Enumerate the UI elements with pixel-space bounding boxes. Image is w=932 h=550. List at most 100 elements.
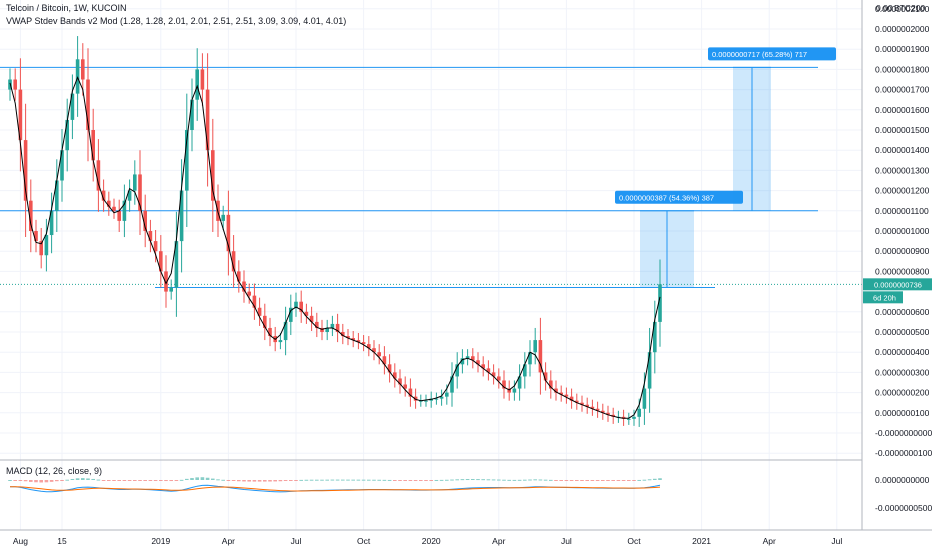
candle-body xyxy=(252,295,257,308)
macd-histogram-bar xyxy=(356,479,361,481)
candle-body xyxy=(497,376,501,381)
measure-label: 0.0000000387 (54.36%) 387 xyxy=(619,193,714,202)
candle-body xyxy=(138,174,142,211)
candle-body xyxy=(148,231,153,242)
candle-body xyxy=(65,119,69,151)
chart-title: Telcoin / Bitcoin, 1W, KUCOIN xyxy=(6,3,127,13)
macd-histogram-bar xyxy=(413,480,418,481)
candle-body xyxy=(512,388,517,393)
macd-histogram-bar xyxy=(387,479,392,481)
candle-body xyxy=(294,301,298,308)
macd-histogram-bar xyxy=(429,480,433,481)
candle-body xyxy=(299,301,303,312)
macd-histogram-bar xyxy=(642,479,647,481)
macd-histogram-bar xyxy=(278,480,283,482)
candle-body xyxy=(528,352,532,365)
macd-histogram-bar xyxy=(289,480,293,481)
price-tick-label: -0.0000000100 xyxy=(875,448,932,458)
candle-body xyxy=(481,364,485,369)
candle-body xyxy=(450,376,454,393)
price-axis[interactable]: 0.0000002100 0.0000002000 0.0000001900 0.00… xyxy=(875,4,932,513)
candle-body xyxy=(195,69,199,100)
time-tick-label: 2019 xyxy=(151,536,170,546)
macd-histogram-bar xyxy=(315,479,319,481)
price-badges: 0.0000000736 6d 20h xyxy=(863,278,932,304)
macd-legend: MACD (12, 26, close, 9) xyxy=(6,466,102,476)
macd-histogram-bar xyxy=(211,478,215,480)
time-tick-label: Apr xyxy=(763,536,776,546)
time-tick-label: Apr xyxy=(492,536,505,546)
price-tick-label: 0.0000001100 xyxy=(875,206,929,216)
macd-histogram-bar xyxy=(476,479,480,481)
candle-body xyxy=(382,356,387,365)
macd-histogram-bar xyxy=(190,478,194,480)
candle-body xyxy=(642,388,647,409)
price-axis-top: 0.00 xyxy=(876,3,893,13)
time-tick-label: 15 xyxy=(57,536,67,546)
candle-body xyxy=(320,327,324,332)
candle-body xyxy=(185,130,189,191)
candle-body xyxy=(309,315,314,322)
candle-body xyxy=(23,140,28,201)
candle-body xyxy=(653,321,657,353)
candle-body xyxy=(29,200,33,231)
candle-body xyxy=(18,89,23,141)
macd-histogram-bar xyxy=(138,480,142,481)
macd-histogram-bar xyxy=(533,479,537,481)
macd-histogram-bar xyxy=(658,478,662,480)
macd-histogram-bar xyxy=(434,479,439,481)
macd-histogram-bar xyxy=(55,480,59,482)
candle-body xyxy=(637,408,641,417)
price-tick-label: 0.0000000900 xyxy=(875,246,930,256)
candle-body xyxy=(632,416,636,419)
price-tick-label: 0.0000000800 xyxy=(875,266,930,276)
price-tick-label: 0.0000000600 xyxy=(875,307,930,317)
candle-body xyxy=(502,380,506,389)
candle-body xyxy=(455,364,459,377)
candle-body xyxy=(575,400,579,403)
macd-histogram-bar xyxy=(611,480,615,481)
candle-body xyxy=(190,99,194,130)
candle-body xyxy=(221,214,225,221)
macd-histogram-bar xyxy=(465,479,470,481)
macd-histogram-bar xyxy=(637,479,641,481)
price-tick-label: 0.0000001600 xyxy=(875,105,930,115)
macd-histogram-bar xyxy=(96,479,101,481)
macd-histogram-bar xyxy=(117,480,121,481)
macd-histogram-bar xyxy=(252,480,257,482)
macd-histogram-bar xyxy=(507,479,511,481)
candle-body xyxy=(330,323,335,328)
candle-body xyxy=(601,410,605,413)
macd-histogram-bar xyxy=(367,479,371,481)
macd-histogram-bar xyxy=(320,479,324,481)
macd-histogram-bar xyxy=(294,480,298,481)
macd-histogram-bar xyxy=(65,479,69,481)
macd-histogram-bar xyxy=(575,480,579,481)
macd-histogram-bar xyxy=(29,480,33,482)
price-tick-label: 0.0000000300 xyxy=(875,367,930,377)
macd-histogram-bar xyxy=(133,480,137,481)
time-tick-label: 2021 xyxy=(692,536,711,546)
candle-body xyxy=(153,241,158,252)
candle-body xyxy=(351,338,355,341)
macd-histogram-bar xyxy=(18,480,23,481)
time-axis[interactable]: Aug 15 2019 Apr Jul Oct 2020 Apr Jul Oct 2021 Apr Ju… xyxy=(13,536,843,546)
last-price-label: 0.0000000736 xyxy=(874,280,922,289)
candle-body xyxy=(55,180,59,211)
signal-line xyxy=(10,486,661,492)
candle-body xyxy=(179,190,184,242)
macd-histogram-bar xyxy=(606,480,610,481)
time-tick-label: Jul xyxy=(291,536,302,546)
macd-histogram-bar xyxy=(393,480,397,481)
candle-body xyxy=(413,396,418,401)
price-tick-label: 0.0000001200 xyxy=(875,186,930,196)
macd-histogram-bar xyxy=(538,479,543,481)
price-tick-label: 0.0000002100 xyxy=(875,4,930,14)
candle-body xyxy=(86,79,90,130)
macd-histogram-bar xyxy=(75,478,80,480)
macd-histogram-bar xyxy=(549,479,553,481)
candle-body xyxy=(205,89,210,151)
candle-body xyxy=(377,352,381,357)
price-tick-label: 0.0000000500 xyxy=(875,327,930,337)
